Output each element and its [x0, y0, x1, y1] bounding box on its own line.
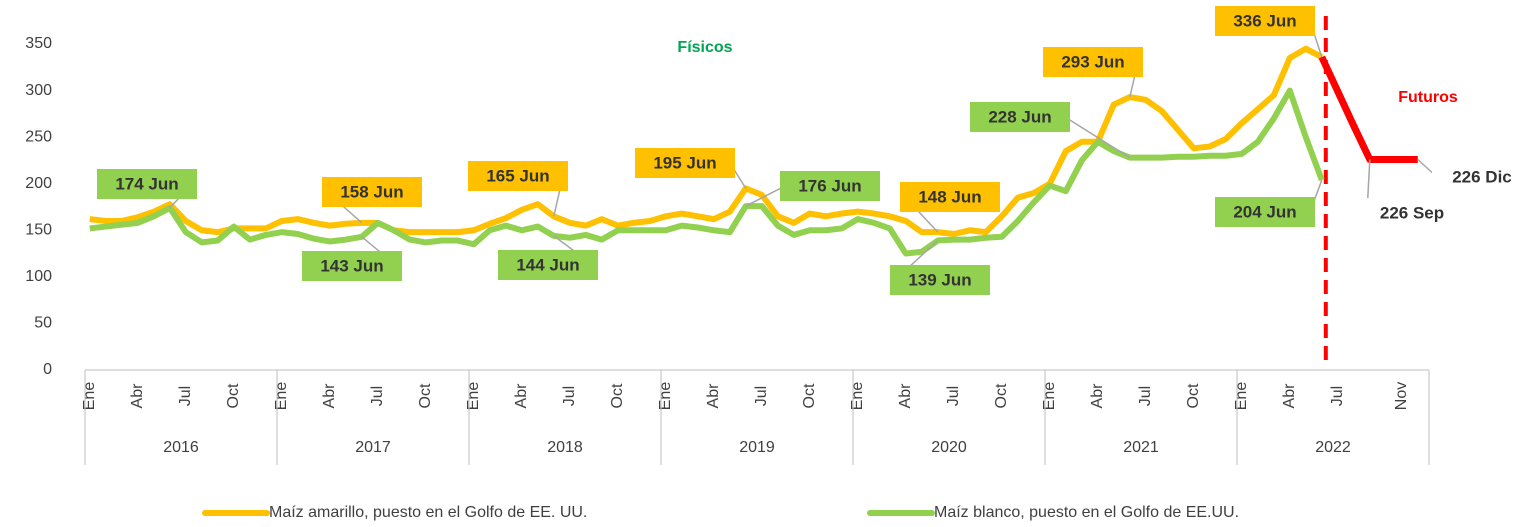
x-tick-label: Oct [993, 383, 1010, 408]
y-tick-label: 300 [25, 82, 52, 99]
x-tick-label: Jul [1137, 386, 1154, 406]
y-tick-label: 150 [25, 222, 52, 239]
group-label: 2022 [1315, 439, 1351, 456]
x-tick-label: Abr [897, 383, 914, 409]
x-tick-label: Ene [849, 382, 866, 411]
x-tick-label: Abr [1089, 383, 1106, 409]
label-box [498, 250, 598, 280]
x-tick-label: Jul [561, 386, 578, 406]
x-tick-label: Oct [609, 383, 626, 408]
x-tick-label: Oct [225, 383, 242, 408]
label-box [780, 171, 880, 201]
group-label: 2017 [355, 439, 391, 456]
x-tick-label: Abr [321, 383, 338, 409]
label-box [1215, 197, 1315, 227]
group-label: 2019 [739, 439, 775, 456]
annotation: Físicos [677, 39, 732, 56]
label-box [302, 251, 402, 281]
label-box [970, 102, 1070, 132]
x-tick-label: Ene [1041, 382, 1058, 411]
data-label: 174 Jun [115, 174, 178, 193]
y-tick-label: 50 [34, 315, 52, 332]
x-tick-label: Ene [1233, 382, 1250, 411]
data-label: 165 Jun [486, 166, 549, 185]
group-label: 2020 [931, 439, 967, 456]
group-label: 2021 [1123, 439, 1159, 456]
y-tick-label: 200 [25, 175, 52, 192]
label-box [900, 182, 1000, 212]
y-tick-label: 100 [25, 268, 52, 285]
data-label: 148 Jun [918, 187, 981, 206]
group-label: 2018 [547, 439, 583, 456]
label-box [322, 177, 422, 207]
label-box [97, 169, 197, 199]
legend-label: Maíz amarillo, puesto en el Golfo de EE.… [269, 504, 587, 521]
x-tick-label: Jul [945, 386, 962, 406]
data-label: 336 Jun [1233, 11, 1296, 30]
data-label: 226 Dic [1452, 167, 1512, 186]
x-tick-label: Jul [753, 386, 770, 406]
y-tick-label: 350 [25, 35, 52, 52]
x-tick-label: Nov [1393, 382, 1410, 410]
label-box [890, 265, 990, 295]
x-tick-label: Jul [177, 386, 194, 406]
x-tick-label: Ene [273, 382, 290, 411]
series-line [89, 87, 1325, 257]
leader-line [1064, 116, 1131, 159]
label-box [1362, 198, 1462, 228]
leader-line [745, 185, 786, 207]
x-tick-label: Abr [513, 383, 530, 409]
x-tick-label: Oct [417, 383, 434, 408]
x-tick-label: Abr [129, 383, 146, 409]
data-label: 158 Jun [340, 182, 403, 201]
group-label: 2016 [163, 439, 199, 456]
legend-label: Maíz blanco, puesto en el Golfo de EE.UU… [934, 504, 1239, 521]
series-line [1318, 55, 1418, 163]
x-tick-label: Ene [81, 382, 98, 411]
label-box [468, 161, 568, 191]
x-tick-label: Jul [1329, 386, 1346, 406]
data-label: 139 Jun [908, 270, 971, 289]
data-label: 143 Jun [320, 256, 383, 275]
x-tick-label: Ene [465, 382, 482, 411]
label-box [1043, 47, 1143, 77]
label-box [1215, 6, 1315, 36]
data-label: 176 Jun [798, 176, 861, 195]
y-tick-label: 250 [25, 128, 52, 145]
x-tick-label: Abr [1281, 383, 1298, 409]
x-tick-label: Oct [1185, 383, 1202, 408]
data-label: 204 Jun [1233, 202, 1296, 221]
data-label: 226 Sep [1380, 203, 1444, 222]
x-tick-label: Ene [657, 382, 674, 411]
x-tick-label: Oct [801, 383, 818, 408]
series-line [89, 45, 1324, 238]
data-label: 228 Jun [988, 107, 1051, 126]
y-tick-label: 0 [43, 361, 52, 378]
data-label: 195 Jun [653, 153, 716, 172]
x-tick-label: Jul [369, 386, 386, 406]
label-box [635, 148, 735, 178]
x-tick-label: Abr [705, 383, 722, 409]
data-label: 144 Jun [516, 255, 579, 274]
data-label: 293 Jun [1061, 52, 1124, 71]
annotation: Futuros [1398, 89, 1458, 106]
label-box [1432, 162, 1527, 192]
